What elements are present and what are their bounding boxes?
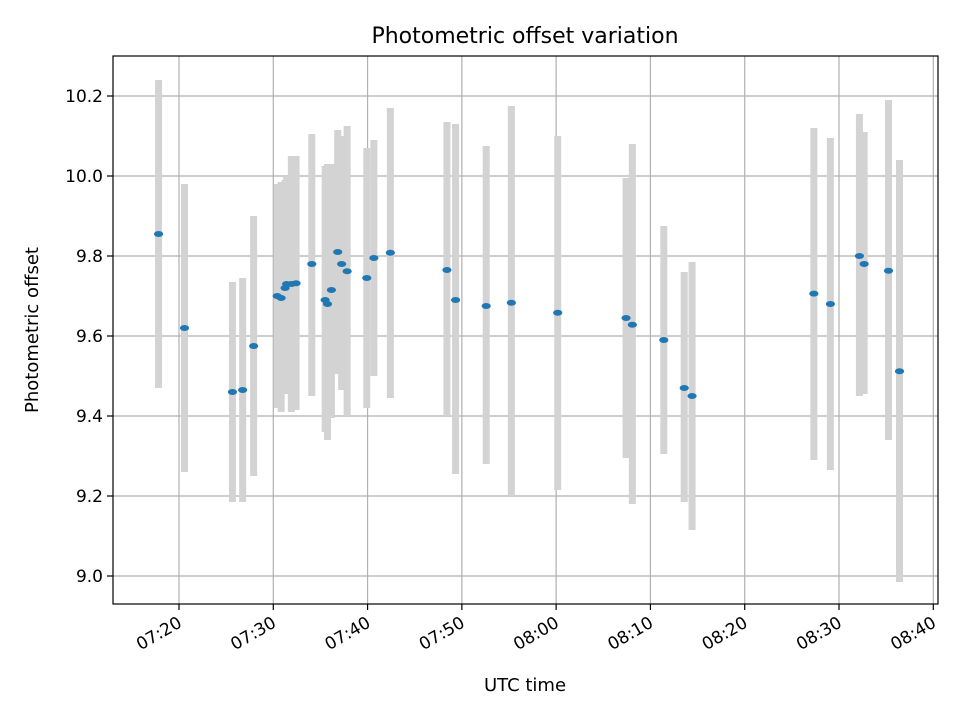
data-point xyxy=(442,267,452,273)
data-point xyxy=(809,290,819,297)
data-point xyxy=(326,287,337,293)
y-tick-label: 10.2 xyxy=(65,87,103,107)
y-tick-label: 9.6 xyxy=(76,327,103,347)
y-tick-label: 10.0 xyxy=(65,167,103,187)
plot-frame xyxy=(112,55,939,605)
data-point xyxy=(153,231,164,237)
data-point xyxy=(291,280,301,287)
y-axis-ticks: 9.0 9.2 9.4 9.6 9.8 10.0 10.2 xyxy=(65,87,113,587)
y-axis-label: Photometric offset xyxy=(22,247,43,413)
data-point xyxy=(679,385,689,391)
data-point xyxy=(322,301,333,307)
y-tick-label: 9.0 xyxy=(76,567,103,587)
data-point xyxy=(854,253,865,259)
data-point xyxy=(481,303,491,309)
data-point xyxy=(276,295,286,301)
data-point xyxy=(385,249,395,256)
data-point xyxy=(249,343,259,349)
chart-title: Photometric offset variation xyxy=(371,24,678,49)
data-point xyxy=(825,301,835,307)
data-point xyxy=(659,337,669,343)
x-axis-label: UTC time xyxy=(484,675,566,696)
y-tick-label: 9.2 xyxy=(76,487,103,507)
data-point xyxy=(506,299,516,306)
data-point xyxy=(621,315,631,321)
data-point xyxy=(307,261,317,267)
data-points xyxy=(153,231,905,399)
data-point xyxy=(894,368,905,375)
data-point xyxy=(883,267,894,274)
data-point xyxy=(337,261,347,267)
data-point xyxy=(553,309,563,316)
data-point xyxy=(342,268,352,275)
data-point xyxy=(450,297,461,303)
data-point xyxy=(859,261,869,267)
y-tick-label: 9.4 xyxy=(76,407,103,427)
data-point xyxy=(362,275,372,281)
y-tick-label: 9.8 xyxy=(76,247,103,267)
data-point xyxy=(238,387,248,393)
data-point xyxy=(227,389,238,395)
grid-lines xyxy=(113,56,938,604)
data-point xyxy=(333,249,343,255)
data-point xyxy=(179,325,190,331)
data-point xyxy=(687,393,697,399)
data-point xyxy=(627,321,637,328)
data-point xyxy=(369,255,379,261)
